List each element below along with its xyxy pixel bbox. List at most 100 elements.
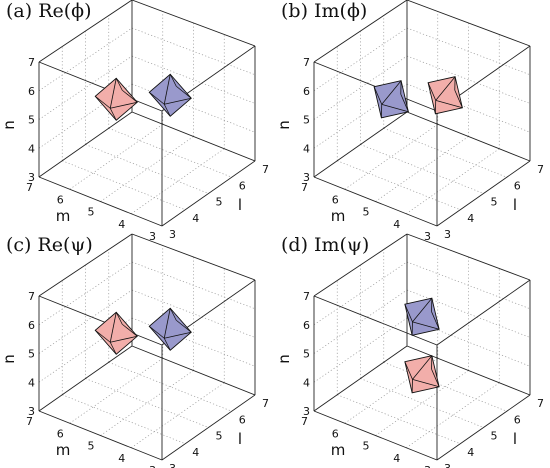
octahedron-edges — [404, 355, 440, 393]
l-tick-label: 7 — [537, 397, 544, 410]
m-tick-label: 3 — [149, 464, 156, 468]
blue-octahedron — [148, 307, 192, 351]
n-tick-label: 7 — [28, 290, 35, 303]
n-tick-label: 7 — [28, 56, 35, 69]
n-axis-label: n — [275, 120, 293, 130]
axes-box — [38, 233, 256, 461]
n-tick-label: 3 — [28, 405, 35, 418]
m-tick-label: 6 — [332, 193, 339, 206]
octahedron-outline — [148, 307, 192, 351]
octahedron-outline — [148, 73, 192, 117]
axis-labels: n m l — [0, 120, 242, 225]
m-tick-label: 7 — [26, 415, 33, 428]
l-tick-label: 5 — [491, 430, 498, 443]
octahedron-edges — [149, 308, 192, 351]
m-tick-label: 7 — [26, 181, 33, 194]
n-tick-label: 4 — [28, 376, 35, 389]
n-tick-label: 5 — [303, 114, 310, 127]
m-axis-label: m — [331, 441, 346, 459]
red-octahedron — [404, 355, 440, 394]
grid-lines — [313, 245, 531, 449]
octahedron-edges — [427, 76, 463, 114]
n-tick-label: 6 — [28, 85, 35, 98]
n-tick-label: 4 — [303, 142, 310, 155]
m-tick-label: 7 — [301, 415, 308, 428]
panel-a-title: (a) Re(ϕ) — [6, 0, 92, 22]
n-tick-label: 6 — [303, 85, 310, 98]
l-tick-label: 4 — [192, 446, 199, 459]
octahedron-edges — [404, 297, 440, 336]
m-tick-label: 3 — [424, 230, 431, 243]
l-tick-label: 6 — [239, 413, 246, 426]
octahedron-edges — [95, 312, 138, 355]
axis-labels: n m l — [275, 354, 517, 459]
panel-c-title: (c) Re(ψ) — [6, 234, 93, 256]
n-tick-label: 4 — [28, 142, 35, 155]
l-axis-label: l — [238, 196, 242, 214]
red-octahedron — [94, 311, 138, 355]
panel-c-plot: 3 4 5 6 7 7 6 5 4 3 3 4 5 6 7 n m l — [0, 233, 269, 468]
axis-labels: n m l — [275, 120, 517, 225]
m-tick-label: 7 — [301, 181, 308, 194]
m-axis-label: m — [56, 441, 71, 459]
octahedron-outline — [94, 311, 138, 355]
m-tick-label: 6 — [57, 427, 64, 440]
l-tick-label: 5 — [491, 196, 498, 209]
l-axis-label: l — [238, 430, 242, 448]
n-axis-label: n — [275, 354, 293, 364]
grid-lines — [38, 11, 256, 215]
axes-box — [38, 0, 256, 227]
box-edges — [38, 233, 256, 461]
l-tick-label: 3 — [169, 462, 176, 468]
blue-octahedron — [148, 73, 192, 117]
l-tick-label: 6 — [514, 413, 521, 426]
panel-d-title: (d) Im(ψ) — [281, 234, 370, 256]
n-axis-label: n — [0, 354, 18, 364]
blue-octahedron — [373, 80, 409, 119]
octahedron-outline — [427, 76, 463, 115]
octahedron-edges — [95, 78, 138, 121]
n-tick-label: 7 — [303, 56, 310, 69]
m-tick-label: 5 — [88, 206, 95, 219]
m-tick-label: 5 — [363, 206, 370, 219]
l-tick-label: 3 — [169, 228, 176, 241]
l-tick-label: 3 — [444, 228, 451, 241]
axis-labels: n m l — [0, 354, 242, 459]
box-edges — [313, 0, 531, 227]
n-tick-label: 5 — [303, 348, 310, 361]
octahedron-outline — [404, 355, 440, 394]
l-tick-label: 7 — [262, 397, 269, 410]
axes-box — [313, 233, 531, 461]
panel-d: 3 4 5 6 7 7 6 5 4 3 3 4 5 6 7 n m l (d) Im(ψ) — [275, 233, 550, 468]
octahedron-edges — [373, 80, 409, 118]
n-tick-label: 4 — [303, 376, 310, 389]
l-axis-label: l — [513, 430, 517, 448]
l-tick-label: 7 — [262, 163, 269, 176]
grid-lines — [38, 245, 256, 449]
box-edges — [38, 0, 256, 227]
red-octahedron — [94, 77, 138, 121]
l-tick-label: 6 — [514, 179, 521, 192]
blue-octahedron — [404, 297, 440, 336]
m-tick-label: 5 — [363, 440, 370, 453]
red-octahedron — [427, 76, 463, 115]
m-tick-label: 4 — [393, 218, 400, 231]
l-tick-label: 7 — [537, 163, 544, 176]
l-tick-label: 5 — [216, 196, 223, 209]
n-axis-label: n — [0, 120, 18, 130]
panel-b-title: (b) Im(ϕ) — [281, 0, 368, 22]
axes-box — [313, 0, 531, 227]
octahedron-outline — [373, 80, 409, 119]
panel-c: 3 4 5 6 7 7 6 5 4 3 3 4 5 6 7 n m l (c) Re(ψ) — [0, 233, 275, 468]
m-tick-label: 6 — [57, 193, 64, 206]
m-tick-label: 3 — [149, 230, 156, 243]
